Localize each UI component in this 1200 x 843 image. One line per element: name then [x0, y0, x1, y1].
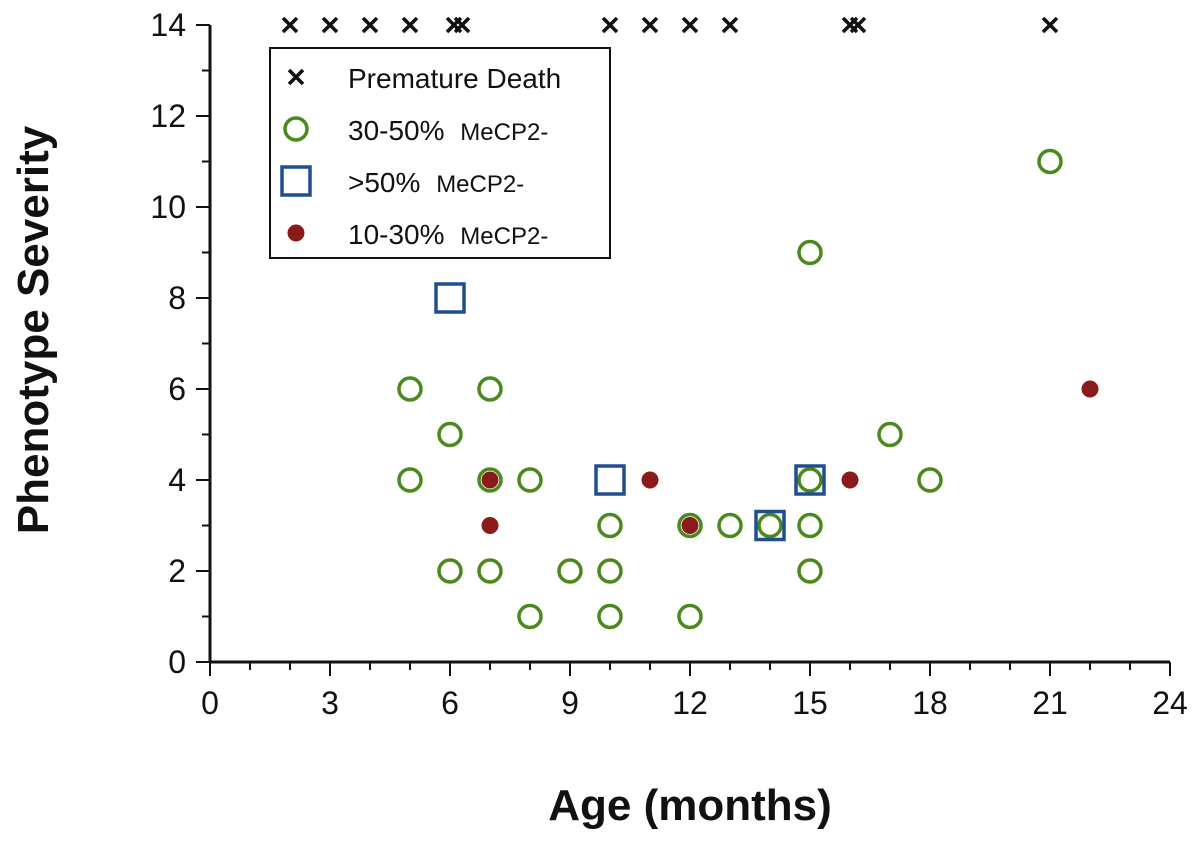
mecp2-30-50-point	[1037, 148, 1063, 175]
data-points	[281, 16, 1099, 630]
mecp2-30-50-point	[917, 467, 943, 493]
legend-label-1-range: 30-50%	[348, 115, 445, 146]
mecp2-10-30-point	[641, 471, 659, 489]
premature-death-marker	[1041, 16, 1059, 34]
mecp2-30-50-point	[517, 603, 543, 630]
mecp2-10-30-point	[681, 517, 699, 534]
x-tick-label: 12	[672, 685, 708, 721]
mecp2-30-50-point	[437, 421, 463, 448]
premature-death-marker	[281, 16, 299, 34]
legend-box	[269, 47, 611, 259]
x-tick-label: 3	[321, 685, 339, 721]
legend-label-3: 10-30% MeCP2-	[348, 219, 548, 250]
mecp2-10-30-point	[1081, 380, 1099, 398]
y-tick-label: 2	[168, 553, 186, 589]
mecp2-30-50-point	[797, 467, 823, 493]
mecp2-30-50-point	[677, 603, 703, 630]
legend-label-0: Premature Death	[348, 63, 561, 94]
mecp2-30-50-point	[477, 467, 503, 493]
mecp2-30-50-point	[717, 512, 743, 539]
y-tick-label: 12	[150, 98, 186, 134]
premature-death-marker	[453, 16, 471, 34]
mecp2-10-30-point	[841, 471, 859, 489]
mecp2-30-50-point	[397, 467, 423, 493]
y-tick-label: 14	[150, 7, 186, 43]
y-tick-label: 6	[168, 371, 186, 407]
x-tick-label: 15	[792, 685, 828, 721]
mecp2-over-50-point	[794, 464, 826, 496]
mecp2-30-50-point	[517, 467, 543, 493]
legend-label-2-range: >50%	[348, 167, 420, 198]
legend-label-2-suffix: MeCP2-	[436, 171, 524, 198]
y-tick-label: 10	[150, 189, 186, 225]
x-tick-label: 24	[1152, 685, 1188, 721]
premature-death-marker	[681, 16, 699, 34]
mecp2-10-30-point	[481, 471, 499, 489]
legend-label-2: >50% MeCP2-	[348, 167, 524, 198]
premature-death-marker	[849, 16, 867, 34]
mecp2-10-30-point	[481, 517, 499, 534]
x-axis-title: Age (months)	[548, 781, 832, 830]
legend-marker-2	[280, 165, 312, 197]
mecp2-30-50-point	[597, 512, 623, 539]
legend-marker-0	[287, 68, 305, 86]
mecp2-30-50-point	[597, 603, 623, 630]
legend-symbol	[283, 116, 309, 142]
legend-symbol	[280, 165, 312, 197]
legend-label-3-suffix: MeCP2-	[460, 223, 548, 250]
x-tick-label: 18	[912, 685, 948, 721]
mecp2-30-50-point	[797, 558, 823, 584]
mecp2-30-50-point	[557, 558, 583, 584]
mecp2-over-50-point	[594, 464, 626, 496]
premature-death-marker	[401, 16, 419, 34]
y-tick-label: 0	[168, 644, 186, 680]
mecp2-30-50-point	[797, 239, 823, 266]
mecp2-30-50-point	[797, 512, 823, 539]
legend: Premature Death 30-50% MeCP2- >50% MeCP2…	[269, 47, 611, 259]
mecp2-30-50-point	[477, 558, 503, 584]
y-axis-title: Phenotype Severity	[9, 125, 58, 534]
legend-marker-3	[287, 224, 305, 242]
legend-symbol	[287, 224, 305, 242]
mecp2-30-50-point	[397, 376, 423, 402]
y-tick-label: 8	[168, 280, 186, 316]
mecp2-30-50-point	[477, 376, 503, 402]
legend-label-3-range: 10-30%	[348, 219, 445, 250]
mecp2-over-50-point	[754, 509, 786, 542]
legend-item-1: 30-50% MeCP2-	[283, 115, 548, 146]
x-tick-label: 21	[1032, 685, 1068, 721]
y-tick-label: 4	[168, 462, 186, 498]
mecp2-30-50-point	[597, 558, 623, 584]
legend-label-1: 30-50% MeCP2-	[348, 115, 548, 146]
mecp2-30-50-point	[677, 512, 703, 539]
mecp2-30-50-point	[437, 558, 463, 584]
x-tick-label: 6	[441, 685, 459, 721]
premature-death-marker	[641, 16, 659, 34]
premature-death-marker	[721, 16, 739, 34]
mecp2-over-50-point	[434, 282, 466, 314]
legend-item-0: Premature Death	[287, 63, 561, 94]
mecp2-30-50-point	[877, 421, 903, 448]
premature-death-marker	[601, 16, 619, 34]
legend-symbol	[287, 68, 305, 86]
premature-death-marker	[361, 16, 379, 34]
legend-item-3: 10-30% MeCP2-	[287, 219, 548, 250]
legend-marker-1	[283, 116, 309, 142]
legend-label-1-suffix: MeCP2-	[460, 119, 548, 146]
x-tick-label: 9	[561, 685, 579, 721]
legend-item-2: >50% MeCP2-	[280, 165, 524, 198]
premature-death-marker	[321, 16, 339, 34]
x-tick-label: 0	[201, 685, 219, 721]
mecp2-30-50-point	[757, 512, 783, 539]
